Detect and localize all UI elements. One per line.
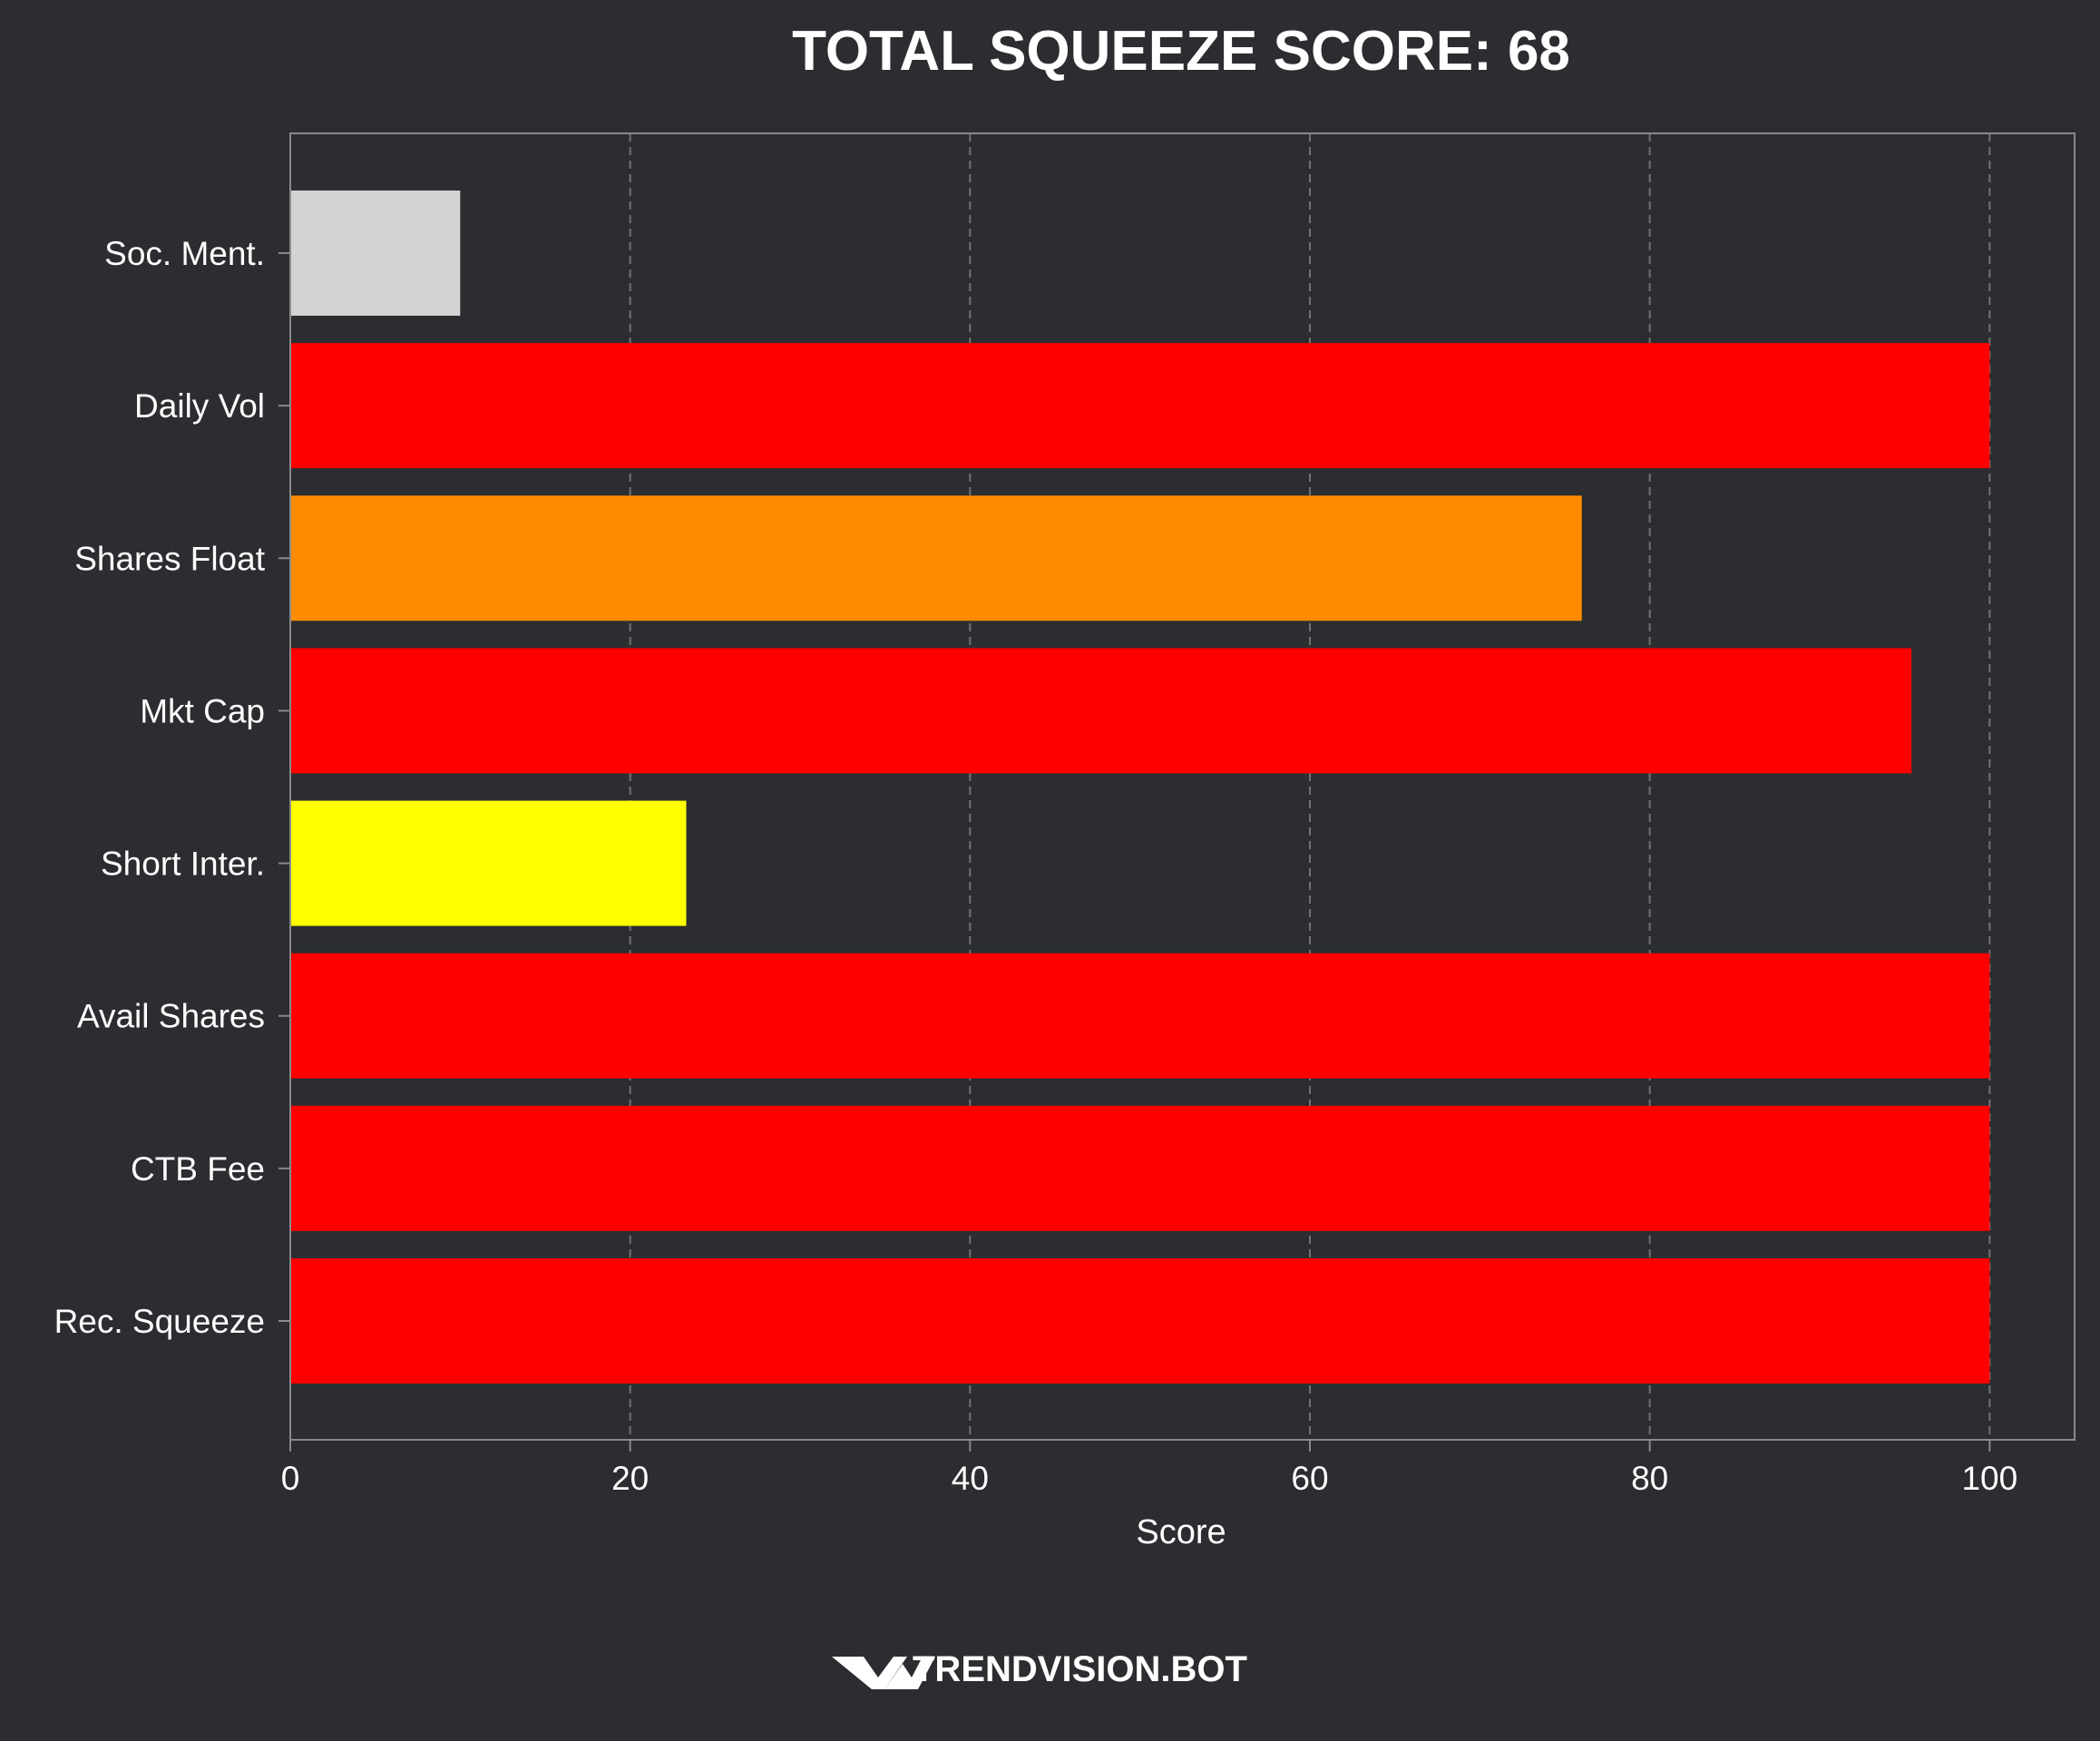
plot-border	[289, 132, 2076, 1441]
y-tick-label: Avail Shares	[77, 998, 265, 1035]
y-tick-label: Mkt Cap	[140, 692, 265, 729]
x-tick-label: 0	[281, 1460, 300, 1497]
x-axis-label: Score	[1136, 1513, 1226, 1551]
y-axis-ticks: Soc. Ment. Daily Vol Shares Float Mkt Cap Sh…	[54, 235, 290, 1340]
x-tick-label: 60	[1291, 1460, 1328, 1497]
x-tick-label: 80	[1631, 1460, 1668, 1497]
y-tick-label: Daily Vol	[134, 387, 265, 425]
brand: TRENDVISION.BOT	[832, 1649, 1247, 1689]
bar	[290, 648, 1912, 774]
bar	[290, 191, 461, 316]
y-tick-label: CTB Fee	[131, 1150, 265, 1188]
x-tick-label: 100	[1961, 1460, 2017, 1497]
bar	[290, 800, 687, 926]
y-tick-label: Soc. Ment.	[104, 235, 265, 272]
bar	[290, 495, 1582, 621]
x-tick-label: 20	[611, 1460, 649, 1497]
brand-name: TRENDVISION.BOT	[913, 1649, 1247, 1689]
x-tick-label: 40	[952, 1460, 989, 1497]
bar	[290, 1258, 1990, 1384]
bar	[290, 1105, 1990, 1231]
bars	[290, 191, 1990, 1384]
bar	[290, 953, 1990, 1079]
trendvision-logo-icon	[832, 1657, 935, 1689]
plot-frame	[289, 132, 2076, 1441]
y-tick-label: Short Inter.	[101, 846, 265, 883]
bar	[290, 343, 1990, 469]
x-axis-ticks: 0 20 40 60 80 100	[281, 1440, 2017, 1497]
chart-title: TOTAL SQUEEZE SCORE: 68	[792, 20, 1570, 83]
y-tick-label: Rec. Squeeze	[54, 1303, 265, 1340]
y-tick-label: Shares Float	[74, 540, 265, 577]
